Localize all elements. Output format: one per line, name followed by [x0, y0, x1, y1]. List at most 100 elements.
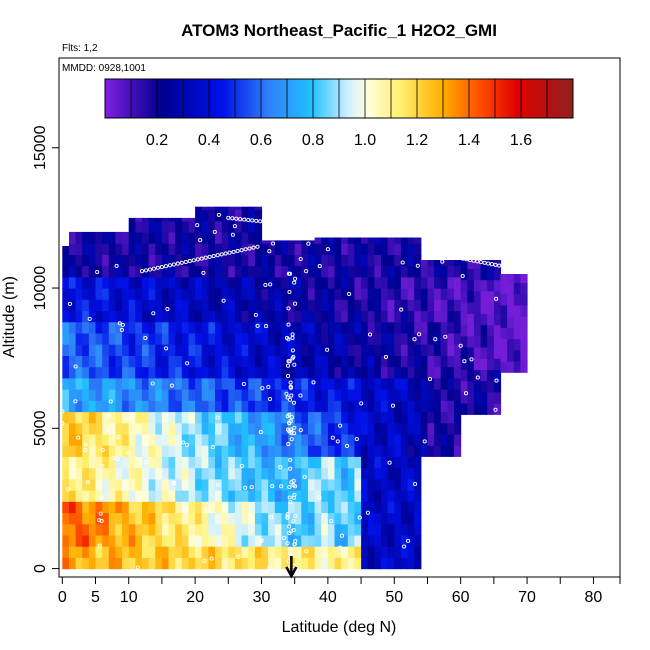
heatmap-cell	[175, 366, 183, 379]
heatmap-cell	[75, 321, 83, 334]
heatmap-cell	[215, 231, 223, 244]
heatmap-cell	[201, 389, 209, 401]
heatmap-cell	[327, 288, 336, 300]
heatmap-cell	[82, 265, 90, 278]
heatmap-cell	[387, 422, 395, 435]
heatmap-cell	[168, 456, 176, 469]
heatmap-cell	[95, 254, 103, 267]
heatmap-cell	[334, 254, 342, 267]
heatmap-cell	[274, 534, 282, 547]
heatmap-cell	[520, 338, 528, 351]
heatmap-cell	[447, 265, 455, 278]
heatmap-cell	[88, 243, 97, 255]
heatmap-cell	[135, 265, 143, 278]
heatmap-cell	[254, 243, 263, 255]
track-point	[413, 481, 418, 487]
heatmap-cell	[414, 512, 422, 525]
heatmap-cell	[301, 445, 309, 457]
heatmap-cell	[487, 313, 495, 326]
heatmap-cell	[367, 254, 375, 267]
heatmap-cell	[274, 240, 282, 244]
heatmap-cell	[261, 433, 269, 446]
heatmap-cell	[367, 332, 375, 345]
track-point	[119, 327, 124, 332]
heatmap-cell	[175, 534, 183, 547]
heatmap-cell	[135, 456, 143, 469]
track-point	[249, 485, 254, 490]
heatmap-cell	[161, 254, 170, 267]
colorbar-segment	[354, 79, 358, 118]
heatmap-cell	[381, 243, 389, 255]
track-point	[291, 354, 296, 359]
track-point	[236, 554, 241, 560]
heatmap-cell	[440, 332, 448, 345]
heatmap-cell	[115, 433, 123, 446]
heatmap-cell	[201, 433, 209, 446]
track-point	[219, 252, 224, 257]
heatmap-cell	[248, 265, 256, 278]
heatmap-cell	[161, 220, 170, 233]
heatmap-cell	[155, 321, 163, 334]
heatmap-cell	[188, 332, 196, 345]
heatmap-cell	[347, 445, 355, 457]
heatmap-cell	[480, 347, 488, 359]
track-point	[390, 403, 396, 408]
heatmap-cell	[434, 332, 442, 345]
heatmap-cell	[102, 445, 110, 457]
heatmap-cell	[420, 299, 428, 312]
colorbar-segment	[443, 79, 447, 118]
heatmap-cell	[447, 400, 455, 413]
heatmap-cell	[254, 310, 263, 323]
heatmap-cell	[314, 467, 322, 480]
heatmap-cell	[354, 546, 362, 558]
heatmap-cell	[62, 467, 70, 480]
heatmap-cell	[135, 377, 143, 390]
heatmap-cell	[367, 237, 375, 244]
heatmap-cell	[447, 288, 455, 300]
heatmap-cell	[254, 534, 263, 547]
colorbar-segment	[370, 79, 374, 118]
track-point	[289, 393, 294, 398]
track-point	[289, 437, 294, 442]
heatmap-cell	[354, 265, 362, 278]
heatmap-cell	[108, 557, 116, 570]
colorbar-segment	[105, 79, 109, 118]
heatmap-cell	[367, 445, 375, 457]
heatmap-cell	[88, 478, 97, 491]
heatmap-cell	[82, 366, 90, 379]
heatmap-cell	[374, 523, 382, 536]
heatmap-cell	[381, 344, 389, 356]
heatmap-cell	[69, 422, 77, 435]
heatmap-cell	[168, 288, 176, 300]
heatmap-cell	[467, 391, 475, 404]
heatmap-cell	[122, 288, 130, 300]
heatmap-cell	[88, 433, 97, 446]
heatmap-cell	[420, 445, 428, 457]
heatmap-cell	[354, 456, 362, 469]
heatmap-cell	[234, 206, 243, 211]
track-point	[402, 544, 407, 549]
track-point	[209, 556, 214, 561]
heatmap-cell	[228, 400, 236, 413]
track-point	[287, 420, 292, 425]
heatmap-cell	[221, 206, 229, 211]
colorbar-tick-label: 0.8	[302, 132, 324, 149]
heatmap-cell	[248, 433, 256, 446]
heatmap-cell	[294, 456, 302, 469]
heatmap-cell	[122, 299, 130, 312]
heatmap-cell	[400, 344, 409, 356]
heatmap-cell	[347, 557, 355, 570]
heatmap-cell	[454, 332, 462, 345]
heatmap-cell	[288, 389, 296, 401]
heatmap-cell	[347, 377, 355, 390]
heatmap-cell	[115, 467, 123, 480]
heatmap-cell	[341, 299, 349, 312]
heatmap-cell	[261, 355, 269, 368]
track-point	[216, 212, 221, 217]
heatmap-cell	[327, 344, 336, 356]
heatmap-cell	[248, 411, 256, 424]
track-point	[422, 439, 427, 444]
colorbar-segment	[203, 79, 207, 118]
heatmap-cell	[248, 534, 256, 547]
heatmap-cell	[294, 254, 302, 267]
